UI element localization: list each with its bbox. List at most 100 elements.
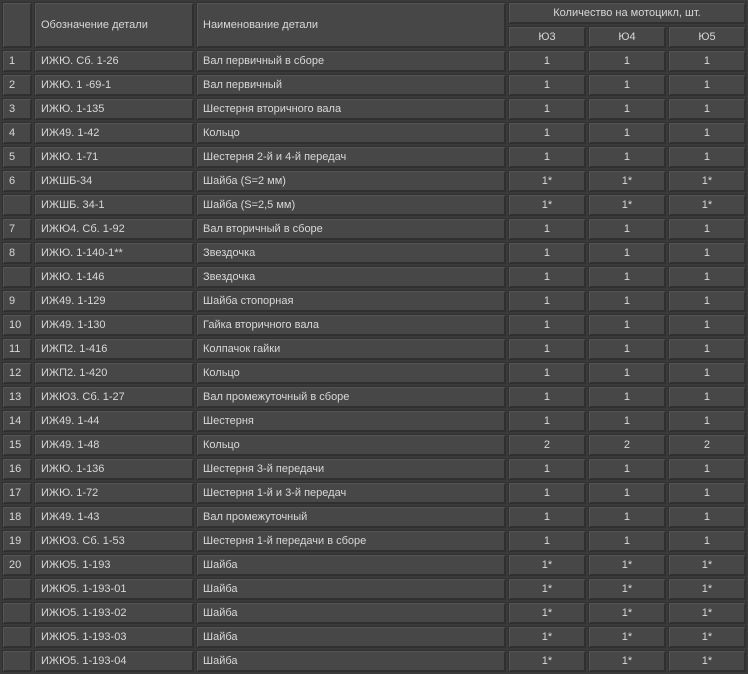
cell-qty: 1 [588, 506, 666, 528]
cell-code: ИЖЮ3. Сб. 1-27 [34, 386, 194, 408]
cell-index: 13 [2, 386, 32, 408]
cell-index [2, 626, 32, 648]
table-body: 1ИЖЮ. Сб. 1-26Вал первичный в сборе1112И… [2, 50, 746, 672]
cell-code: ИЖЮ5. 1-193-01 [34, 578, 194, 600]
cell-qty: 1 [588, 458, 666, 480]
cell-code: ИЖЮ. 1-72 [34, 482, 194, 504]
table-row: 5ИЖЮ. 1-71Шестерня 2-й и 4-й передач111 [2, 146, 746, 168]
cell-qty: 1 [588, 338, 666, 360]
cell-qty: 1 [668, 266, 746, 288]
table-row: 19ИЖЮ3. Сб. 1-53Шестерня 1-й передачи в … [2, 530, 746, 552]
table-row: 7ИЖЮ4. Сб. 1-92Вал вторичный в сборе111 [2, 218, 746, 240]
table-row: 10ИЖ49. 1-130Гайка вторичного вала111 [2, 314, 746, 336]
table-row: 11ИЖП2. 1-416Колпачок гайки111 [2, 338, 746, 360]
cell-qty: 1 [668, 410, 746, 432]
cell-qty: 1 [668, 458, 746, 480]
cell-index: 10 [2, 314, 32, 336]
cell-qty: 1 [668, 74, 746, 96]
cell-qty: 1* [508, 602, 586, 624]
cell-qty: 1 [668, 482, 746, 504]
cell-qty: 1 [508, 98, 586, 120]
table-row: 16ИЖЮ. 1-136Шестерня 3-й передачи111 [2, 458, 746, 480]
cell-index: 16 [2, 458, 32, 480]
cell-name: Кольцо [196, 122, 506, 144]
cell-name: Вал промежуточный в сборе [196, 386, 506, 408]
cell-code: ИЖЮ. Сб. 1-26 [34, 50, 194, 72]
table-row: 2ИЖЮ. 1 -69-1Вал первичный111 [2, 74, 746, 96]
cell-qty: 1 [588, 98, 666, 120]
table-row: 15ИЖ49. 1-48Кольцо222 [2, 434, 746, 456]
cell-name: Звездочка [196, 266, 506, 288]
cell-qty: 1 [588, 362, 666, 384]
cell-qty: 1 [588, 122, 666, 144]
table-row: ИЖЮ. 1-146Звездочка111 [2, 266, 746, 288]
cell-qty: 1* [508, 650, 586, 672]
header-name: Наименование детали [196, 2, 506, 48]
cell-index: 7 [2, 218, 32, 240]
cell-qty: 1* [508, 554, 586, 576]
cell-qty: 1* [668, 626, 746, 648]
cell-index: 18 [2, 506, 32, 528]
table-row: ИЖШБ. 34-1Шайба (S=2,5 мм)1*1*1* [2, 194, 746, 216]
cell-qty: 1 [588, 386, 666, 408]
cell-qty: 1 [588, 482, 666, 504]
cell-name: Кольцо [196, 434, 506, 456]
cell-qty: 1 [508, 386, 586, 408]
cell-qty: 1 [668, 530, 746, 552]
header-code: Обозначение детали [34, 2, 194, 48]
cell-index [2, 578, 32, 600]
cell-qty: 1 [508, 122, 586, 144]
cell-index: 1 [2, 50, 32, 72]
cell-qty: 1* [508, 626, 586, 648]
cell-name: Гайка вторичного вала [196, 314, 506, 336]
cell-index: 14 [2, 410, 32, 432]
cell-code: ИЖЮ3. Сб. 1-53 [34, 530, 194, 552]
cell-qty: 1 [588, 146, 666, 168]
cell-qty: 1* [508, 578, 586, 600]
cell-qty: 1 [508, 290, 586, 312]
cell-name: Шестерня 3-й передачи [196, 458, 506, 480]
cell-qty: 1 [668, 362, 746, 384]
cell-name: Кольцо [196, 362, 506, 384]
cell-qty: 1 [508, 338, 586, 360]
cell-name: Шайба [196, 602, 506, 624]
table-row: 20ИЖЮ5. 1-193Шайба1*1*1* [2, 554, 746, 576]
cell-name: Шестерня 1-й передачи в сборе [196, 530, 506, 552]
table-row: 17ИЖЮ. 1-72Шестерня 1-й и 3-й передач111 [2, 482, 746, 504]
header-qty-1: Ю3 [508, 26, 586, 48]
table-row: 3ИЖЮ. 1-135Шестерня вторичного вала111 [2, 98, 746, 120]
cell-index: 20 [2, 554, 32, 576]
cell-name: Колпачок гайки [196, 338, 506, 360]
cell-index: 6 [2, 170, 32, 192]
cell-qty: 1* [508, 194, 586, 216]
cell-qty: 1* [668, 578, 746, 600]
cell-qty: 2 [668, 434, 746, 456]
cell-qty: 2 [508, 434, 586, 456]
cell-qty: 1 [508, 362, 586, 384]
cell-name: Шестерня [196, 410, 506, 432]
table-row: 8ИЖЮ. 1-140-1**Звездочка111 [2, 242, 746, 264]
cell-index [2, 194, 32, 216]
table-row: 13ИЖЮ3. Сб. 1-27Вал промежуточный в сбор… [2, 386, 746, 408]
cell-name: Шестерня 1-й и 3-й передач [196, 482, 506, 504]
cell-qty: 1 [668, 506, 746, 528]
cell-index: 9 [2, 290, 32, 312]
cell-qty: 1 [508, 482, 586, 504]
cell-code: ИЖ49. 1-48 [34, 434, 194, 456]
cell-code: ИЖП2. 1-420 [34, 362, 194, 384]
cell-name: Шайба [196, 650, 506, 672]
header-qty-2: Ю4 [588, 26, 666, 48]
cell-name: Шайба (S=2 мм) [196, 170, 506, 192]
cell-index: 5 [2, 146, 32, 168]
cell-index: 4 [2, 122, 32, 144]
cell-qty: 1* [588, 626, 666, 648]
cell-code: ИЖЮ. 1 -69-1 [34, 74, 194, 96]
cell-code: ИЖ49. 1-44 [34, 410, 194, 432]
cell-code: ИЖЮ. 1-71 [34, 146, 194, 168]
cell-qty: 1* [588, 650, 666, 672]
cell-code: ИЖЮ. 1-135 [34, 98, 194, 120]
cell-index: 17 [2, 482, 32, 504]
cell-qty: 1 [508, 410, 586, 432]
cell-qty: 1 [508, 458, 586, 480]
cell-qty: 1 [668, 122, 746, 144]
